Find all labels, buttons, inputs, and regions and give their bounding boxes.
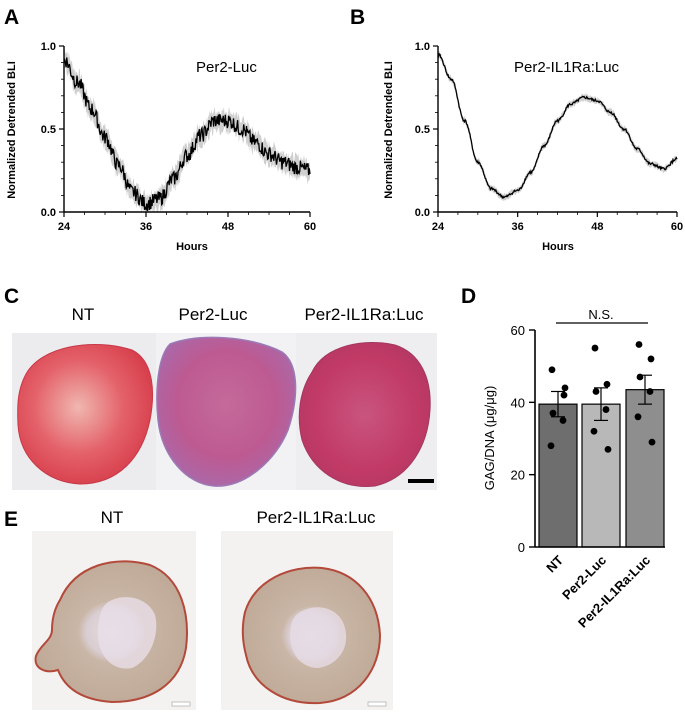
bar-per2-il1ra-luc (625, 389, 665, 548)
xtick-label-nt: NT (543, 552, 566, 575)
panel-c: C NT Per2-Luc Per2-IL1Ra:Luc (4, 285, 437, 490)
histology-image-c (12, 333, 437, 490)
panel-d: D GAG/DNA (μg/μg) N.S. NTPer2-LucPer2-IL… (461, 285, 665, 631)
chart-a-error-band (64, 48, 310, 213)
chart-b-xtick-label: 48 (591, 221, 603, 233)
chart-b-xtick-label: 36 (512, 221, 524, 233)
panel-letter-d: D (461, 285, 476, 308)
chart-a-ytick-label: 1.0 (41, 41, 56, 53)
histology-image-e-il1ra (221, 531, 393, 710)
data-point-per2-luc (604, 445, 612, 453)
panel-e-caption-per2-il1ra-luc: Per2-IL1Ra:Luc (256, 508, 376, 527)
tissue-section-per2-il1ra-luc (298, 342, 431, 488)
data-point-per2-il1ra-luc (634, 413, 642, 421)
lesion-e-nt (98, 597, 157, 669)
chart-a-ytick-label: 0.0 (41, 207, 56, 219)
data-point-per2-il1ra-luc (635, 341, 643, 348)
significance-label: N.S. (588, 307, 613, 322)
chart-b-title: Per2-IL1Ra:Luc (514, 59, 620, 76)
panel-letter-c: C (4, 285, 19, 308)
data-point-per2-luc (591, 344, 599, 352)
chart-a-ylabel: Normalized Detrended BLI (6, 61, 18, 199)
panel-letter-e: E (4, 508, 18, 531)
chart-b-ylabel: Normalized Detrended BLI (383, 61, 395, 199)
chart-b-xlabel: Hours (542, 241, 574, 253)
panel-letter-a: A (4, 6, 19, 29)
bar-per2-luc (581, 403, 621, 548)
histology-image-e-nt (32, 531, 196, 710)
chart-a-title: Per2-Luc (196, 59, 257, 76)
panel-a: A Per2-Luc Normalized Detrended BLI Hour… (4, 6, 316, 253)
scale-bar-e-nt (171, 701, 191, 707)
chart-b-ytick-label: 0.0 (415, 207, 430, 219)
data-point-nt (548, 366, 556, 374)
data-point-per2-luc (603, 380, 611, 388)
panel-c-caption-nt: NT (72, 305, 95, 324)
data-point-per2-il1ra-luc (636, 373, 644, 381)
panel-e: E NT Per2-IL1Ra:Luc (4, 508, 393, 710)
chart-a-xtick-label: 36 (140, 221, 152, 233)
chart-b-xtick-label: 60 (671, 221, 683, 233)
scale-bar-c (408, 479, 434, 483)
chart-d-ytick-label: 60 (511, 323, 525, 338)
data-point-per2-il1ra-luc (647, 355, 655, 363)
chart-b-series-line (437, 53, 678, 200)
bar-nt (538, 403, 578, 548)
panel-e-caption-nt: NT (101, 508, 124, 527)
tissue-section-per2-luc (156, 336, 297, 487)
chart-a-xlabel: Hours (176, 241, 208, 253)
data-point-per2-luc (592, 388, 600, 395)
data-point-per2-il1ra-luc (648, 438, 656, 446)
data-point-per2-luc (602, 406, 610, 413)
chart-d-ylabel: GAG/DNA (μg/μg) (482, 386, 497, 491)
chart-d-ytick-label: 20 (511, 468, 525, 483)
chart-a-xtick-label: 24 (58, 221, 71, 233)
chart-a-xtick-label: 48 (222, 221, 234, 233)
chart-b-xtick-label: 24 (432, 221, 445, 233)
lesion-e-il1ra (290, 607, 347, 668)
chart-a-ytick-label: 0.5 (41, 124, 56, 136)
data-point-nt (547, 442, 555, 450)
data-point-nt (549, 409, 557, 417)
chart-b-ytick-label: 0.5 (415, 124, 430, 136)
data-point-nt (561, 384, 569, 392)
panel-b: B Per2-IL1Ra:Luc Normalized Detrended BL… (350, 6, 683, 253)
panel-c-caption-per2-il1ra-luc: Per2-IL1Ra:Luc (304, 305, 424, 324)
panel-c-caption-per2-luc: Per2-Luc (179, 305, 248, 324)
chart-b-plot: 0.0 0.5 1.0 24 36 48 60 (415, 41, 683, 233)
scale-bar-e-il1ra (367, 701, 387, 707)
data-point-per2-il1ra-luc (646, 388, 654, 395)
chart-d-ytick-label: 40 (511, 395, 525, 410)
data-point-nt (559, 417, 567, 424)
chart-a-plot: 0.0 0.5 1.0 24 36 48 60 (41, 41, 316, 233)
chart-b-ytick-label: 1.0 (415, 41, 430, 53)
panel-letter-b: B (350, 6, 365, 29)
data-point-nt (560, 391, 568, 399)
data-point-per2-luc (590, 427, 598, 435)
chart-a-series-line (63, 57, 311, 211)
chart-d-ytick-label: 0 (518, 540, 525, 555)
tissue-section-nt (17, 344, 154, 485)
chart-a-xtick-label: 60 (304, 221, 316, 233)
